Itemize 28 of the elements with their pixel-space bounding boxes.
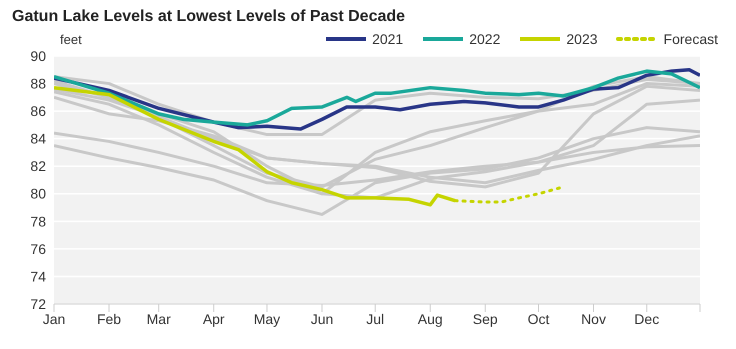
x-tick-label: Sep [472,310,498,327]
x-tick-label: Oct [528,310,550,327]
y-tick-label: 72 [30,296,46,312]
x-tick-label: Nov [581,310,606,327]
x-tick-label: May [254,310,280,327]
x-tick-label: Aug [418,310,443,327]
x-tick-label: Apr [202,310,225,327]
y-tick-label: 90 [30,48,46,64]
x-tick-label: Jun [310,310,334,327]
x-tick-label: Jul [366,310,384,327]
y-tick-label: 84 [30,130,46,147]
x-tick-label: Jan [42,310,66,327]
legend-label: 2023 [566,31,598,47]
y-tick-label: 86 [30,103,46,120]
x-tick-label: Mar [146,310,172,327]
legend-label: Forecast [664,31,718,47]
chart-title: Gatun Lake Levels at Lowest Levels of Past Decade [11,8,406,27]
x-tick-label: Dec [634,310,660,327]
y-tick-label: 88 [30,76,46,92]
y-tick-label: 80 [30,186,46,202]
y-tick-label: 82 [30,158,46,174]
y-tick-label: 78 [30,213,46,230]
y-axis-title: feet [59,32,82,46]
y-tick-label: 74 [30,268,46,284]
y-tick-label: 76 [30,240,46,257]
legend-label: 2022 [469,31,500,47]
legend-label: 2021 [372,31,404,47]
x-tick-label: Feb [96,310,122,327]
